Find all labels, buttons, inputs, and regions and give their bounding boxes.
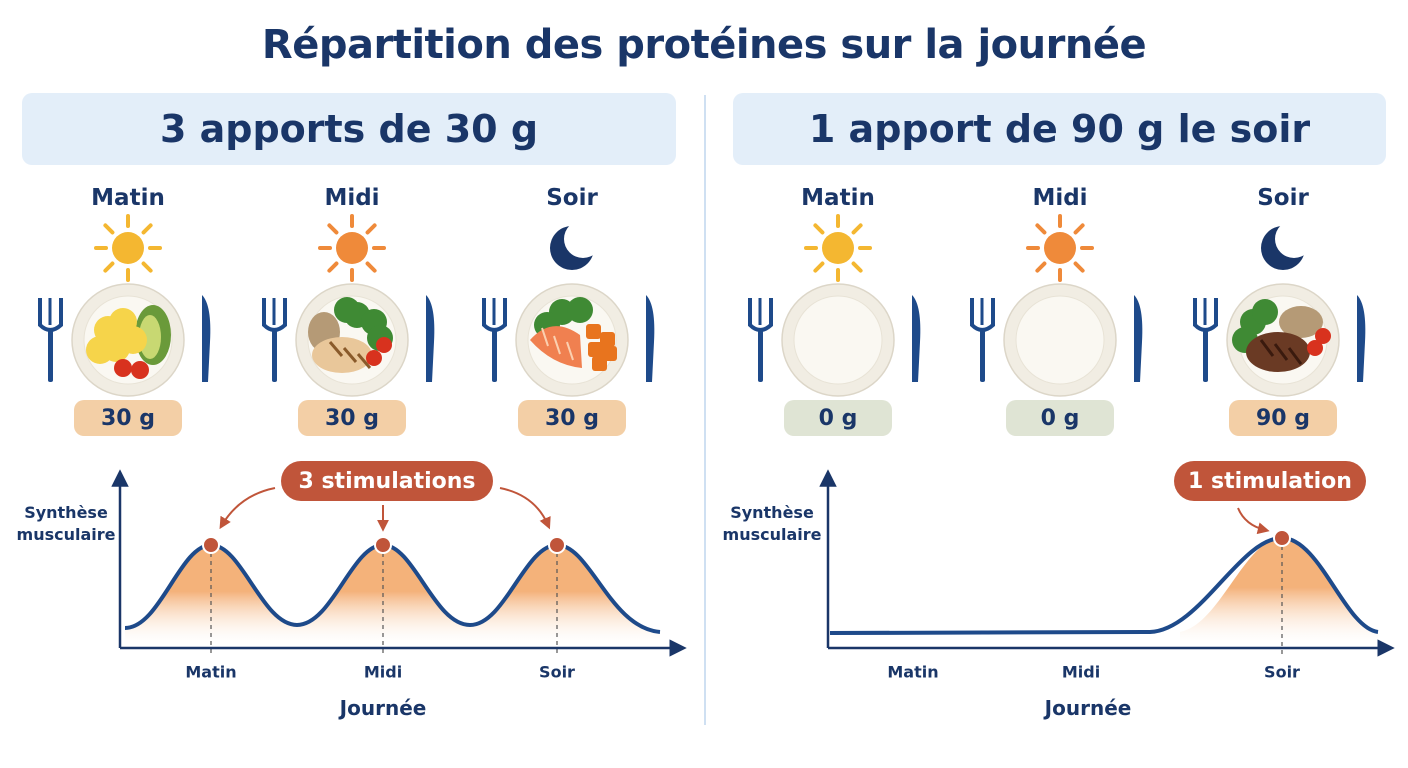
chart-right bbox=[819, 469, 1395, 657]
empty-plate bbox=[970, 283, 1143, 397]
callout: 1 stimulation bbox=[1174, 461, 1366, 501]
sun-icon bbox=[804, 214, 872, 282]
x-tick-label: Soir bbox=[539, 662, 575, 682]
sun-icon bbox=[318, 214, 386, 282]
meal-time: Soir bbox=[546, 185, 598, 211]
x-tick-label: Soir bbox=[1264, 662, 1300, 682]
panel-heading: 3 apports de 30 g bbox=[22, 93, 676, 165]
y-axis-label: Synthèse musculaire bbox=[16, 503, 116, 544]
protein-amount: 30 g bbox=[74, 400, 182, 436]
meal-time: Matin bbox=[801, 185, 875, 211]
moon-icon bbox=[1261, 220, 1313, 270]
meal-time: Midi bbox=[1032, 185, 1088, 211]
x-tick-label: Matin bbox=[185, 662, 237, 682]
meal-time: Midi bbox=[324, 185, 380, 211]
empty-plate bbox=[748, 283, 921, 397]
x-tick-label: Midi bbox=[363, 662, 403, 682]
plate bbox=[1193, 283, 1366, 397]
plate bbox=[38, 283, 211, 397]
meal-time: Soir bbox=[1257, 185, 1309, 211]
chart-left bbox=[111, 469, 687, 657]
protein-amount: 30 g bbox=[518, 400, 626, 436]
x-axis-label: Journée bbox=[339, 696, 427, 720]
protein-amount: 0 g bbox=[1006, 400, 1114, 436]
sun-icon bbox=[94, 214, 162, 282]
x-axis-label: Journée bbox=[1044, 696, 1132, 720]
panel-heading: 1 apport de 90 g le soir bbox=[733, 93, 1386, 165]
sun-icon bbox=[1026, 214, 1094, 282]
moon-icon bbox=[550, 220, 602, 270]
x-tick-label: Midi bbox=[1061, 662, 1101, 682]
plate bbox=[262, 283, 435, 397]
protein-amount: 90 g bbox=[1229, 400, 1337, 436]
meal-time: Matin bbox=[91, 185, 165, 211]
x-tick-label: Matin bbox=[887, 662, 939, 682]
protein-amount: 30 g bbox=[298, 400, 406, 436]
title: Répartition des protéines sur la journée bbox=[261, 22, 1147, 68]
callout: 3 stimulations bbox=[281, 461, 493, 501]
plate bbox=[482, 283, 655, 397]
y-axis-label: Synthèse musculaire bbox=[722, 503, 822, 544]
protein-amount: 0 g bbox=[784, 400, 892, 436]
